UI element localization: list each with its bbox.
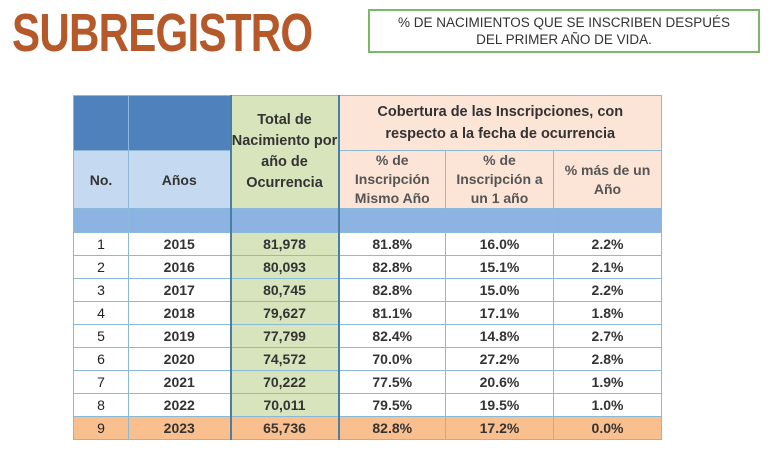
row-year: 2017 <box>128 278 231 302</box>
row-more-year: 2.7% <box>552 324 663 348</box>
row-same-year: 70.0% <box>337 347 446 371</box>
row-same-year: 77.5% <box>337 370 446 394</box>
row-one-year: 16.0% <box>445 232 554 256</box>
row-no: 2 <box>73 255 129 279</box>
row-same-year: 82.4% <box>337 324 446 348</box>
header-total: Total de Nacimiento por año de Ocurrenci… <box>229 95 339 209</box>
page-title: SUBREGISTRO <box>12 3 313 63</box>
row-same-year: 79.5% <box>337 393 446 417</box>
row-year: 2016 <box>128 255 231 279</box>
row-year: 2019 <box>128 324 231 348</box>
row-same-year: 82.8% <box>337 255 446 279</box>
row-no: 6 <box>73 347 129 371</box>
row-total: 81,978 <box>229 232 339 256</box>
note-line-2: DEL PRIMER AÑO DE VIDA. <box>476 32 652 47</box>
row-total: 65,736 <box>229 416 339 440</box>
row-one-year: 17.2% <box>445 416 554 440</box>
row-total: 70,222 <box>229 370 339 394</box>
row-more-year: 2.2% <box>552 232 663 256</box>
row-total: 80,093 <box>229 255 339 279</box>
table-row: 4 2018 79,627 81.1% 17.1% 1.8% <box>73 301 663 325</box>
header-no: No. <box>73 150 129 209</box>
row-same-year: 81.8% <box>337 232 446 256</box>
subregistro-table: Total de Nacimiento por año de Ocurrenci… <box>73 95 663 440</box>
row-one-year: 14.8% <box>445 324 554 348</box>
row-one-year: 17.1% <box>445 301 554 325</box>
row-more-year: 2.2% <box>552 278 663 302</box>
table-row: 6 2020 74,572 70.0% 27.2% 2.8% <box>73 347 663 371</box>
row-year: 2015 <box>128 232 231 256</box>
table-row: 7 2021 70,222 77.5% 20.6% 1.9% <box>73 370 663 394</box>
table-row: 8 2022 70,011 79.5% 19.5% 1.0% <box>73 393 663 417</box>
header-years: Años <box>128 150 231 209</box>
row-total: 80,745 <box>229 278 339 302</box>
row-no: 8 <box>73 393 129 417</box>
table-row: 2 2016 80,093 82.8% 15.1% 2.1% <box>73 255 663 279</box>
row-total: 74,572 <box>229 347 339 371</box>
row-total: 70,011 <box>229 393 339 417</box>
table-row: 3 2017 80,745 82.8% 15.0% 2.2% <box>73 278 663 302</box>
row-no: 4 <box>73 301 129 325</box>
row-one-year: 15.0% <box>445 278 554 302</box>
table-row: 9 2023 65,736 82.8% 17.2% 0.0% <box>73 416 663 440</box>
header-coverage: Cobertura de las Inscripciones, con resp… <box>337 95 663 151</box>
row-no: 5 <box>73 324 129 348</box>
row-total: 77,799 <box>229 324 339 348</box>
row-same-year: 82.8% <box>337 416 446 440</box>
row-same-year: 82.8% <box>337 278 446 302</box>
subtitle-note: % DE NACIMIENTOS QUE SE INSCRIBEN DESPUÉ… <box>368 9 760 53</box>
row-year: 2021 <box>128 370 231 394</box>
row-more-year: 2.1% <box>552 255 663 279</box>
row-one-year: 20.6% <box>445 370 554 394</box>
table-row: 1 2015 81,978 81.8% 16.0% 2.2% <box>73 232 663 256</box>
row-year: 2022 <box>128 393 231 417</box>
row-no: 9 <box>73 416 129 440</box>
header-blank-2 <box>128 95 231 151</box>
table-row: 5 2019 77,799 82.4% 14.8% 2.7% <box>73 324 663 348</box>
row-no: 7 <box>73 370 129 394</box>
row-year: 2018 <box>128 301 231 325</box>
header-more-year: % más de un Año <box>552 150 663 209</box>
row-same-year: 81.1% <box>337 301 446 325</box>
row-more-year: 1.9% <box>552 370 663 394</box>
row-year: 2020 <box>128 347 231 371</box>
header-one-year: % de Inscripción a un 1 año <box>445 150 554 209</box>
row-no: 3 <box>73 278 129 302</box>
row-one-year: 19.5% <box>445 393 554 417</box>
row-more-year: 2.8% <box>552 347 663 371</box>
row-more-year: 1.8% <box>552 301 663 325</box>
row-one-year: 27.2% <box>445 347 554 371</box>
row-no: 1 <box>73 232 129 256</box>
note-line-1: % DE NACIMIENTOS QUE SE INSCRIBEN DESPUÉ… <box>397 15 731 30</box>
row-more-year: 0.0% <box>552 416 663 440</box>
row-total: 79,627 <box>229 301 339 325</box>
header-blank-1 <box>73 95 129 151</box>
row-year: 2023 <box>128 416 231 440</box>
row-one-year: 15.1% <box>445 255 554 279</box>
header-same-year: % de Inscripción Mismo Año <box>337 150 446 209</box>
row-more-year: 1.0% <box>552 393 663 417</box>
